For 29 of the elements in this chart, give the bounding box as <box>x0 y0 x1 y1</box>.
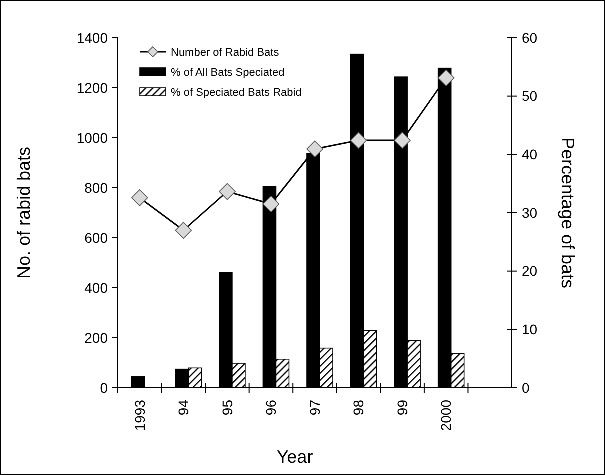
y2-tick-label: 10 <box>522 322 538 338</box>
x-axis-title: Year <box>276 447 314 467</box>
y-tick-label: 800 <box>84 180 108 196</box>
y-tick-label: 1000 <box>76 130 108 146</box>
x-tick-label: 95 <box>219 400 236 416</box>
y-axis-title: No. of rabid bats <box>14 146 34 280</box>
y2-tick-label: 60 <box>522 30 538 46</box>
y-tick-label: 600 <box>84 230 108 246</box>
y2-tick-label: 40 <box>522 146 538 163</box>
x-tick-label: 97 <box>306 400 323 416</box>
y-tick-label: 1200 <box>76 80 108 96</box>
x-tick-label: 1993 <box>132 400 148 432</box>
x-tick-label: 96 <box>263 400 280 416</box>
x-tick-label: 98 <box>350 400 367 416</box>
y2-tick-label: 20 <box>522 263 538 280</box>
y2-tick-label: 50 <box>522 88 538 104</box>
x-tick-label: 99 <box>394 400 410 416</box>
y2-tick-label: 30 <box>522 204 538 221</box>
legend-label: % of All Bats Speciated <box>171 66 285 79</box>
y2-tick-label: 0 <box>522 380 530 396</box>
y2-axis-title: Percentage of bats <box>558 137 578 289</box>
y-tick-label: 200 <box>84 330 108 346</box>
x-tick-label: 2000 <box>438 400 454 432</box>
legend-label: % of Speciated Bats Rabid <box>171 86 302 99</box>
x-tick-label: 94 <box>176 400 192 416</box>
y-tick-label: 400 <box>84 280 108 296</box>
legend-label: Number of Rabid Bats <box>171 46 280 59</box>
y-tick-label: 0 <box>100 380 108 396</box>
y-tick-label: 1400 <box>76 30 108 46</box>
